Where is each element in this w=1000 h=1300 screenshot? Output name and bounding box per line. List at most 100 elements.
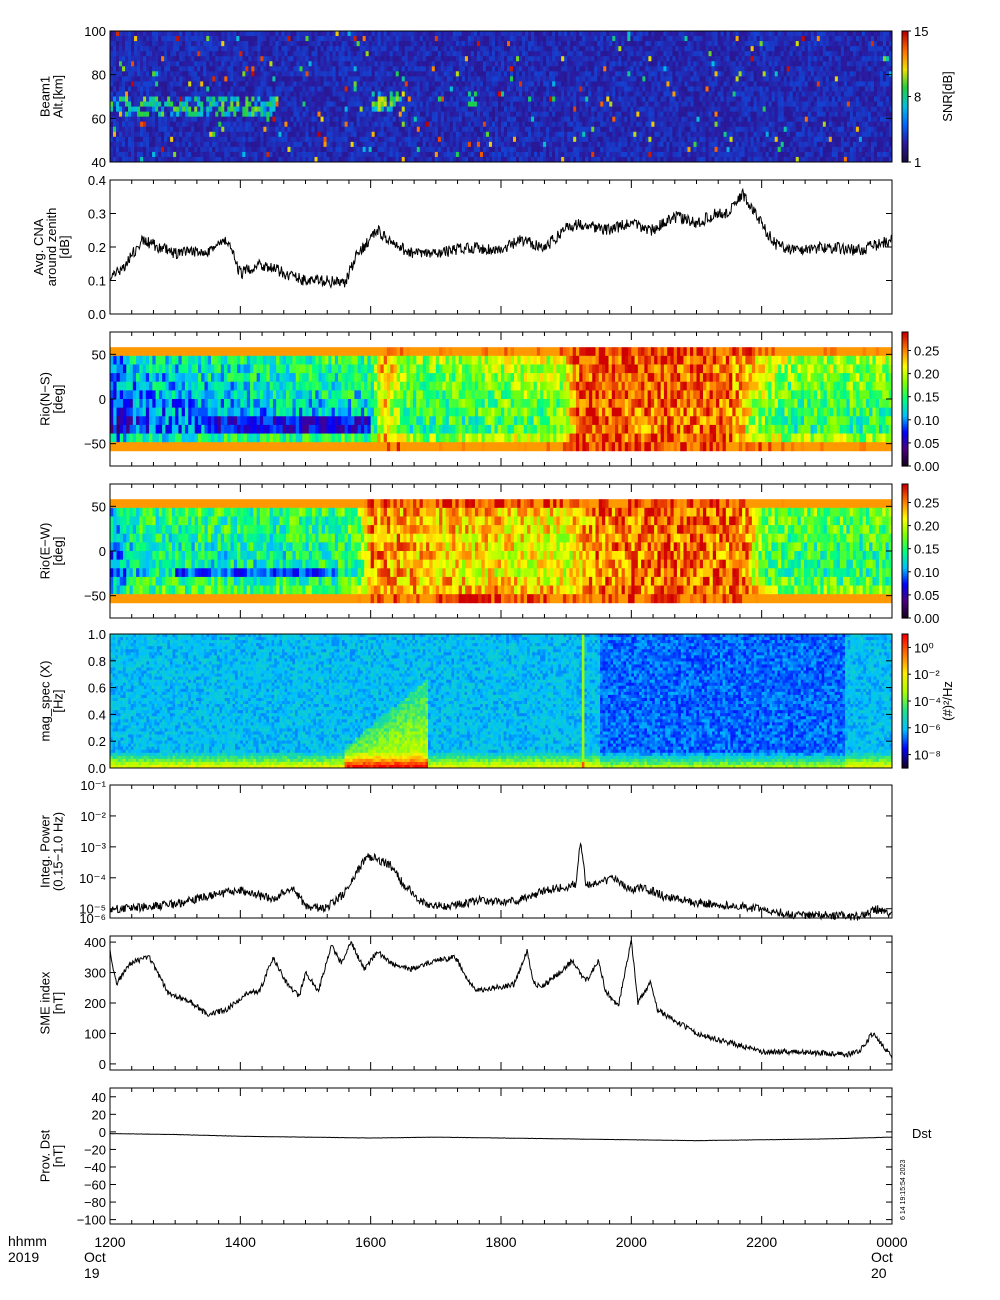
heatmap-cell (504, 51, 507, 56)
heatmap-cell (639, 51, 642, 56)
heatmap-cell (639, 102, 642, 107)
heatmap-cell (447, 81, 450, 86)
heatmap-cell (636, 142, 639, 147)
heatmap-cell (248, 132, 251, 137)
heatmap-cell (405, 142, 408, 147)
heatmap-cell (221, 56, 224, 61)
heatmap-cell (299, 61, 302, 66)
heatmap-cell (281, 112, 284, 117)
heatmap-cell (137, 86, 140, 91)
heatmap-cell (426, 147, 429, 152)
heatmap-cell (453, 147, 456, 152)
heatmap-cell (435, 41, 438, 46)
heatmap-cell (471, 31, 474, 36)
heatmap-cell (131, 41, 134, 46)
heatmap-cell (131, 51, 134, 56)
heatmap-cell (119, 66, 122, 71)
heatmap-cell (414, 56, 417, 61)
heatmap-cell (203, 112, 206, 117)
heatmap-cell (594, 91, 597, 96)
heatmap-cell (384, 107, 387, 112)
heatmap-cell (224, 102, 227, 107)
heatmap-cell (110, 127, 113, 132)
heatmap-cell (122, 61, 125, 66)
heatmap-cell (284, 46, 287, 51)
heatmap-cell (546, 117, 549, 122)
heatmap-cell (218, 107, 221, 112)
heatmap-cell (339, 147, 342, 152)
heatmap-cell (525, 61, 528, 66)
heatmap-cell (378, 117, 381, 122)
heatmap-cell (287, 66, 290, 71)
heatmap-cell (354, 91, 357, 96)
heatmap-cell (450, 81, 453, 86)
heatmap-cell (239, 51, 242, 56)
heatmap-cell (260, 107, 263, 112)
heatmap-cell (480, 86, 483, 91)
heatmap-cell (522, 152, 525, 157)
heatmap-cell (363, 36, 366, 41)
heatmap-cell (465, 31, 468, 36)
heatmap-cell (549, 127, 552, 132)
heatmap-cell (666, 127, 669, 132)
heatmap-cell (630, 97, 633, 102)
heatmap-cell (492, 36, 495, 41)
heatmap-cell (155, 86, 158, 91)
heatmap-cell (182, 51, 185, 56)
panel-beam1: Beam1Alt.[km]4060801001815SNR[dB] (38, 24, 956, 170)
heatmap-cell (393, 127, 396, 132)
heatmap-cell (299, 71, 302, 76)
heatmap-cell (272, 147, 275, 152)
heatmap-cell (444, 142, 447, 147)
heatmap-cell (233, 91, 236, 96)
heatmap-cell (146, 112, 149, 117)
heatmap-cell (387, 86, 390, 91)
heatmap-cell (402, 91, 405, 96)
heatmap-cell (239, 137, 242, 142)
heatmap-cell (140, 41, 143, 46)
heatmap-cell (432, 107, 435, 112)
heatmap-cell (309, 41, 312, 46)
heatmap-cell (378, 102, 381, 107)
heatmap-cell (402, 66, 405, 71)
heatmap-cell (381, 46, 384, 51)
heatmap-cell (480, 56, 483, 61)
heatmap-cell (414, 97, 417, 102)
heatmap-cell (342, 122, 345, 127)
heatmap-cell (618, 112, 621, 117)
heatmap-cell (179, 76, 182, 81)
heatmap-cell (432, 97, 435, 102)
heatmap-cell (669, 41, 672, 46)
heatmap-cell (254, 66, 257, 71)
heatmap-cell (582, 152, 585, 157)
heatmap-cell (561, 142, 564, 147)
heatmap-cell (549, 147, 552, 152)
heatmap-cell (402, 127, 405, 132)
heatmap-cell (236, 132, 239, 137)
heatmap-cell (152, 102, 155, 107)
heatmap-cell (576, 142, 579, 147)
heatmap-cell (146, 152, 149, 157)
heatmap-cell (537, 107, 540, 112)
heatmap-cell (585, 51, 588, 56)
heatmap-cell (327, 61, 330, 66)
heatmap-cell (296, 117, 299, 122)
heatmap-cell (191, 127, 194, 132)
heatmap-cell (489, 102, 492, 107)
heatmap-cell (528, 91, 531, 96)
heatmap-cell (330, 117, 333, 122)
heatmap-cell (284, 112, 287, 117)
heatmap-cell (483, 61, 486, 66)
heatmap-cell (396, 76, 399, 81)
heatmap-cell (549, 76, 552, 81)
heatmap-cell (287, 102, 290, 107)
heatmap-cell (462, 51, 465, 56)
heatmap-cell (200, 107, 203, 112)
heatmap-cell (534, 71, 537, 76)
heatmap-cell (230, 127, 233, 132)
heatmap-cell (296, 66, 299, 71)
heatmap-cell (528, 122, 531, 127)
heatmap-cell (110, 31, 113, 36)
heatmap-cell (411, 132, 414, 137)
heatmap-cell (678, 51, 681, 56)
